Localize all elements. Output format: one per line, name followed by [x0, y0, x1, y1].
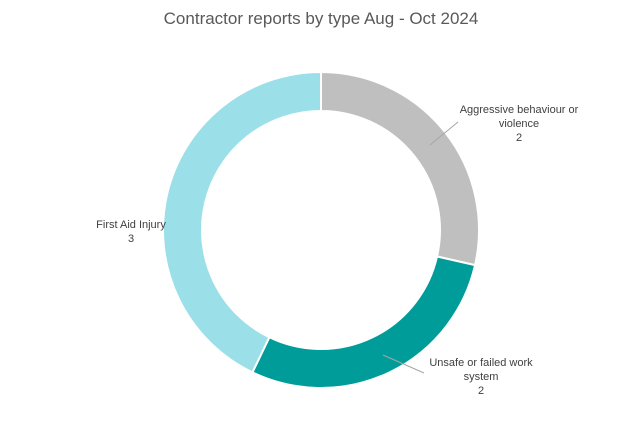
slice-category-label-0: Aggressive behaviour or: [460, 104, 579, 116]
slice-category-label-2: First Aid Injury: [96, 219, 166, 231]
slice-category-label-1: system: [464, 371, 499, 383]
chart-title: Contractor reports by type Aug - Oct 202…: [164, 9, 479, 28]
slice-0: [320, 70, 480, 267]
slices-group: [162, 70, 480, 389]
labels-group: Aggressive behaviour or violence 2 Unsafe o…: [96, 104, 578, 397]
slice-category-label-0: violence: [499, 118, 539, 130]
leader-lines-group: [382, 121, 459, 374]
leader-line-0: [429, 121, 459, 146]
slice-value-label-1: 2: [478, 385, 484, 397]
slice-category-label-1: Unsafe or failed work: [429, 357, 533, 369]
slice-value-label-2: 3: [128, 233, 134, 245]
leader-line-1: [382, 354, 425, 374]
slice-value-label-0: 2: [516, 132, 522, 144]
slice-2: [162, 70, 322, 374]
